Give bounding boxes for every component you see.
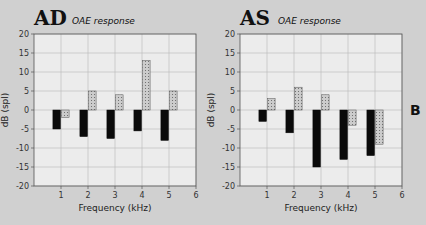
tick-mark bbox=[31, 53, 34, 54]
tick-label: 5 bbox=[230, 87, 235, 96]
y-label: dB (spl) bbox=[206, 93, 216, 128]
tick-label: 1 bbox=[58, 191, 63, 200]
tick-mark bbox=[31, 91, 34, 92]
tick-label: -20 bbox=[222, 182, 235, 191]
tick-mark bbox=[237, 91, 240, 92]
annotation: B bbox=[410, 102, 421, 118]
tick-label: -15 bbox=[222, 163, 235, 172]
tick-label: 2 bbox=[85, 191, 90, 200]
tick-label: 1 bbox=[264, 191, 269, 200]
subtitle: OAE response bbox=[72, 16, 135, 26]
bar bbox=[295, 87, 303, 110]
subtitle: OAE response bbox=[278, 16, 341, 26]
tick-mark bbox=[61, 186, 62, 189]
tick-label: 2 bbox=[291, 191, 296, 200]
x-label: Frequency (kHz) bbox=[284, 203, 357, 213]
tick-mark bbox=[88, 186, 89, 189]
tick-label: 15 bbox=[225, 49, 235, 58]
tick-label: -20 bbox=[16, 182, 29, 191]
tick-mark bbox=[237, 53, 240, 54]
tick-mark bbox=[237, 167, 240, 168]
tick-mark bbox=[115, 186, 116, 189]
tick-label: -5 bbox=[21, 125, 29, 134]
tick-mark bbox=[31, 148, 34, 149]
bar bbox=[89, 91, 97, 110]
tick-label: 10 bbox=[225, 68, 235, 77]
tick-mark bbox=[31, 129, 34, 130]
title: AD bbox=[33, 6, 67, 30]
tick-label: 20 bbox=[19, 30, 29, 39]
bar bbox=[376, 110, 384, 144]
figure: -20-15-10-505101520123456Frequency (kHz)… bbox=[0, 0, 426, 225]
tick-label: 0 bbox=[24, 106, 29, 115]
bar bbox=[170, 91, 178, 110]
tick-mark bbox=[31, 72, 34, 73]
tick-label: -10 bbox=[16, 144, 29, 153]
tick-label: 5 bbox=[372, 191, 377, 200]
tick-mark bbox=[237, 148, 240, 149]
y-label: dB (spl) bbox=[0, 93, 10, 128]
bar bbox=[161, 110, 169, 140]
bar bbox=[116, 95, 124, 110]
tick-mark bbox=[375, 186, 376, 189]
bar bbox=[143, 61, 151, 110]
plot-area bbox=[240, 34, 402, 186]
tick-label: -5 bbox=[227, 125, 235, 134]
tick-mark bbox=[31, 34, 34, 35]
tick-mark bbox=[196, 186, 197, 189]
bars bbox=[53, 61, 177, 141]
frame bbox=[34, 34, 196, 186]
tick-label: 20 bbox=[225, 30, 235, 39]
panel: -20 -15 -10 -5 0 5 10 15 20 1 2 3 4 5 6 Frequency (kHz)… bbox=[0, 6, 199, 213]
bar bbox=[322, 95, 330, 110]
bar bbox=[107, 110, 115, 139]
bar bbox=[340, 110, 348, 159]
bar bbox=[367, 110, 375, 156]
frame bbox=[240, 34, 402, 186]
tick-mark bbox=[169, 186, 170, 189]
bar bbox=[134, 110, 142, 131]
tick-mark bbox=[402, 186, 403, 189]
tick-mark bbox=[31, 167, 34, 168]
tick-label: 10 bbox=[19, 68, 29, 77]
tick-mark bbox=[31, 186, 34, 187]
tick-label: -10 bbox=[222, 144, 235, 153]
bar bbox=[268, 99, 276, 110]
tick-mark bbox=[294, 186, 295, 189]
tick-label: 5 bbox=[166, 191, 171, 200]
bar bbox=[349, 110, 357, 125]
tick-label: 6 bbox=[193, 191, 198, 200]
tick-label: 3 bbox=[318, 191, 323, 200]
tick-label: -15 bbox=[16, 163, 29, 172]
tick-mark bbox=[267, 186, 268, 189]
bar bbox=[53, 110, 61, 129]
tick-label: 5 bbox=[24, 87, 29, 96]
bar bbox=[286, 110, 294, 133]
tick-mark bbox=[321, 186, 322, 189]
title: AS bbox=[239, 6, 270, 30]
panel: -20 -15 -10 -5 0 5 10 15 20 1 2 3 4 5 6 Frequency (kHz)… bbox=[206, 6, 421, 213]
plot-area bbox=[34, 34, 196, 186]
tick-label: 6 bbox=[399, 191, 404, 200]
bar bbox=[259, 110, 267, 121]
tick-label: 15 bbox=[19, 49, 29, 58]
bar bbox=[62, 110, 70, 118]
bar bbox=[80, 110, 88, 137]
bar bbox=[313, 110, 321, 167]
bars bbox=[259, 87, 383, 167]
tick-mark bbox=[237, 129, 240, 130]
tick-mark bbox=[237, 72, 240, 73]
tick-mark bbox=[348, 186, 349, 189]
tick-label: 4 bbox=[345, 191, 350, 200]
tick-mark bbox=[237, 186, 240, 187]
tick-mark bbox=[31, 110, 34, 111]
tick-label: 4 bbox=[139, 191, 144, 200]
tick-label: 3 bbox=[112, 191, 117, 200]
tick-mark bbox=[237, 34, 240, 35]
tick-mark bbox=[237, 110, 240, 111]
tick-mark bbox=[142, 186, 143, 189]
tick-label: 0 bbox=[230, 106, 235, 115]
x-label: Frequency (kHz) bbox=[78, 203, 151, 213]
